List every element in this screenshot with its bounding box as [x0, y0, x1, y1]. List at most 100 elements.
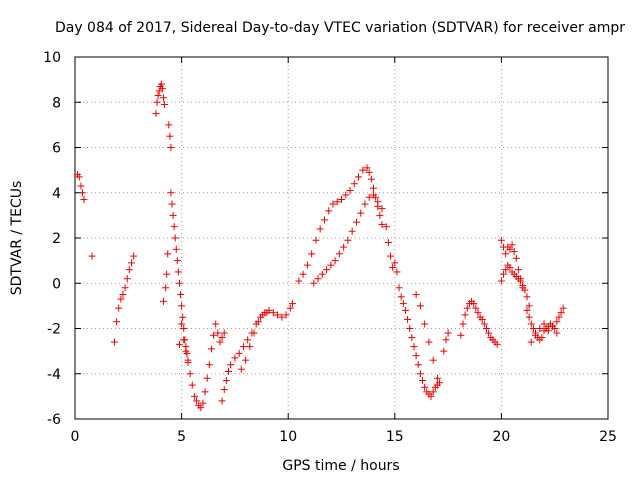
data-point [397, 293, 405, 301]
data-point [250, 329, 258, 337]
data-point [459, 320, 467, 328]
x-axis-label: GPS time / hours [282, 458, 399, 474]
data-point [340, 243, 348, 251]
data-point [175, 279, 183, 287]
tick-labels: 0 5 10 15 20 25 -6 -4 -2 0 2 4 6 8 10 [43, 50, 617, 445]
x-tick-label: 10 [279, 429, 297, 445]
data-point [367, 175, 375, 183]
data-point [158, 85, 166, 93]
axis-ticks [74, 56, 609, 420]
data-point [220, 386, 228, 394]
data-point [180, 336, 188, 344]
data-point [348, 227, 356, 235]
data-point [395, 284, 403, 292]
data-point [338, 196, 345, 204]
data-point [167, 189, 175, 197]
data-point [318, 270, 326, 278]
grid-lines [75, 57, 608, 419]
data-point [254, 318, 262, 326]
data-point [517, 277, 525, 285]
data-point [123, 275, 131, 283]
data-point [174, 268, 182, 276]
data-point [214, 329, 222, 337]
data-point [374, 198, 382, 206]
data-point [161, 101, 169, 109]
data-point [157, 80, 165, 88]
data-point [425, 338, 433, 346]
data-point [162, 284, 170, 292]
data-point [429, 388, 437, 396]
data-point [325, 207, 333, 215]
data-point [110, 338, 118, 346]
data-point [314, 275, 322, 283]
data-point [536, 325, 544, 332]
data-point [188, 381, 196, 389]
data-point [218, 334, 226, 342]
data-point [216, 338, 224, 346]
data-point [222, 377, 230, 385]
data-point [282, 311, 290, 319]
data-point [359, 166, 367, 174]
data-point [312, 236, 320, 244]
data-point [474, 309, 482, 317]
data-point [408, 334, 416, 342]
plot-area-frame [74, 56, 609, 420]
data-point [170, 223, 178, 231]
data-point [523, 306, 531, 314]
data-point [329, 200, 337, 208]
y-tick-label: 6 [52, 141, 61, 157]
data-point [478, 315, 486, 323]
data-point [201, 388, 209, 396]
y-tick-label: 2 [52, 231, 61, 247]
data-point [246, 343, 254, 351]
data-point [510, 248, 518, 256]
data-point [212, 320, 220, 328]
data-points [74, 80, 567, 412]
data-point [391, 259, 399, 267]
data-point [523, 293, 531, 301]
data-point [410, 343, 418, 351]
data-point [190, 392, 198, 400]
data-point [269, 309, 277, 317]
data-point [382, 223, 390, 231]
data-point [412, 352, 420, 360]
data-point [130, 252, 138, 260]
data-point [182, 347, 190, 355]
data-point [178, 320, 186, 328]
data-point [357, 209, 365, 217]
data-point [493, 340, 501, 348]
data-point [463, 304, 471, 312]
data-point [472, 304, 480, 312]
data-point [333, 198, 341, 206]
data-point [75, 173, 83, 181]
data-point [529, 325, 537, 332]
data-point [239, 343, 247, 351]
y-tick-label: -2 [47, 322, 61, 338]
data-point [485, 329, 493, 337]
data-point [115, 304, 123, 312]
data-point [404, 315, 412, 323]
data-point [436, 379, 444, 387]
data-point [355, 173, 363, 181]
data-point [165, 121, 173, 129]
data-point [178, 302, 186, 310]
data-point [335, 250, 343, 258]
data-point [502, 250, 510, 258]
data-point [125, 266, 133, 274]
data-point [506, 245, 514, 253]
data-point [220, 329, 228, 337]
data-point [427, 392, 435, 400]
data-point [442, 336, 450, 344]
data-point [406, 325, 414, 332]
data-point [159, 297, 167, 305]
data-point [369, 184, 377, 192]
data-point [299, 270, 307, 278]
data-point [429, 356, 437, 364]
data-point [376, 211, 384, 219]
data-point [117, 295, 125, 303]
data-point [416, 302, 424, 310]
data-point [205, 361, 213, 369]
data-point [540, 320, 548, 328]
y-tick-label: -6 [47, 412, 61, 428]
